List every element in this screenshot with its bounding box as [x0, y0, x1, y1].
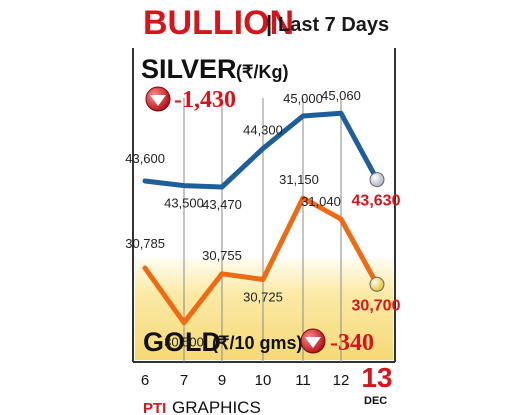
data-label-gold: 30,785	[125, 236, 165, 251]
x-tick-label: 13	[361, 362, 392, 393]
grid-lines	[183, 98, 342, 362]
data-label-silver: 43,630	[352, 193, 401, 210]
chart-frame	[132, 48, 396, 363]
silver-label: SILVER	[141, 54, 237, 84]
credit-logo: PTI	[143, 400, 166, 415]
series-end-marker-gold	[369, 276, 385, 292]
silver-unit: (₹/Kg)	[236, 62, 288, 82]
data-label-gold: 30,700	[352, 297, 401, 314]
title-separator: |	[266, 11, 272, 36]
credit-text: GRAPHICS	[172, 398, 261, 415]
data-label-gold: 31,040	[301, 194, 341, 209]
silver-change: -1,430	[174, 87, 236, 113]
data-label-gold: 30,725	[243, 290, 283, 305]
x-tick-label: 12	[333, 372, 350, 389]
credit: PTI GRAPHICS	[143, 398, 261, 415]
data-label-gold: 30,500	[164, 335, 204, 350]
down-arrow-icon	[300, 328, 326, 354]
x-tick-label: 9	[218, 372, 226, 389]
data-label-gold: 31,150	[279, 172, 319, 187]
x-tick-label: 10	[255, 372, 272, 389]
data-label-gold: 30,755	[202, 248, 242, 263]
data-label-silver: 45,060	[321, 88, 361, 103]
data-label-silver: 44,300	[243, 123, 283, 138]
chart-subtitle: Last 7 Days	[278, 14, 389, 36]
x-tick-label: 7	[180, 372, 188, 389]
chart-title: BULLION	[143, 4, 294, 42]
data-label-silver: 43,470	[202, 197, 242, 212]
gold-change: -340	[330, 330, 374, 356]
x-axis-month: DEC	[364, 395, 387, 407]
data-label-silver: 45,000	[283, 91, 323, 106]
data-label-silver: 43,600	[125, 151, 165, 166]
series-line-silver	[142, 110, 380, 190]
x-tick-label: 6	[141, 372, 149, 389]
series-end-marker-silver	[369, 172, 385, 188]
data-label-silver: 43,500	[164, 196, 204, 211]
series-line-gold	[142, 195, 380, 326]
gold-unit: (₹/10 gms)	[212, 333, 302, 353]
gold-label: GOLD	[143, 327, 221, 357]
x-tick-label: 11	[295, 372, 311, 389]
x-axis: 6 7 9 10 11 12 13	[141, 362, 393, 393]
down-arrow-icon	[145, 86, 171, 112]
